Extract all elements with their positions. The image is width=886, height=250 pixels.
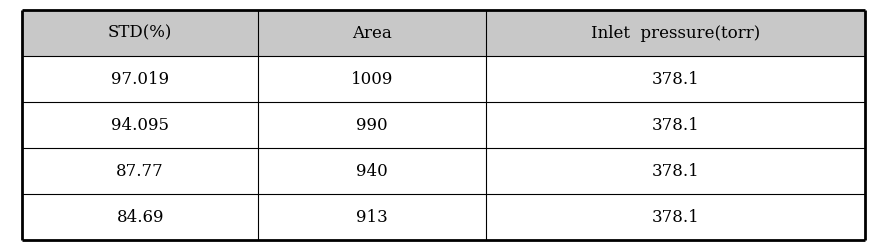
Text: 990: 990 xyxy=(355,116,387,134)
Text: 913: 913 xyxy=(355,208,387,226)
Text: 378.1: 378.1 xyxy=(650,208,698,226)
Bar xyxy=(22,102,864,148)
Text: 378.1: 378.1 xyxy=(650,162,698,180)
Text: 1009: 1009 xyxy=(350,70,392,88)
Text: Inlet  pressure(torr): Inlet pressure(torr) xyxy=(590,24,759,42)
Text: 94.095: 94.095 xyxy=(111,116,169,134)
Bar xyxy=(22,10,864,56)
Bar xyxy=(22,194,864,240)
Text: 87.77: 87.77 xyxy=(116,162,164,180)
Text: 97.019: 97.019 xyxy=(111,70,169,88)
Bar xyxy=(22,56,864,102)
Text: Area: Area xyxy=(352,24,392,42)
Text: 378.1: 378.1 xyxy=(650,116,698,134)
Text: 84.69: 84.69 xyxy=(116,208,164,226)
Text: STD(%): STD(%) xyxy=(108,24,172,42)
Bar xyxy=(22,148,864,194)
Text: 940: 940 xyxy=(355,162,387,180)
Text: 378.1: 378.1 xyxy=(650,70,698,88)
